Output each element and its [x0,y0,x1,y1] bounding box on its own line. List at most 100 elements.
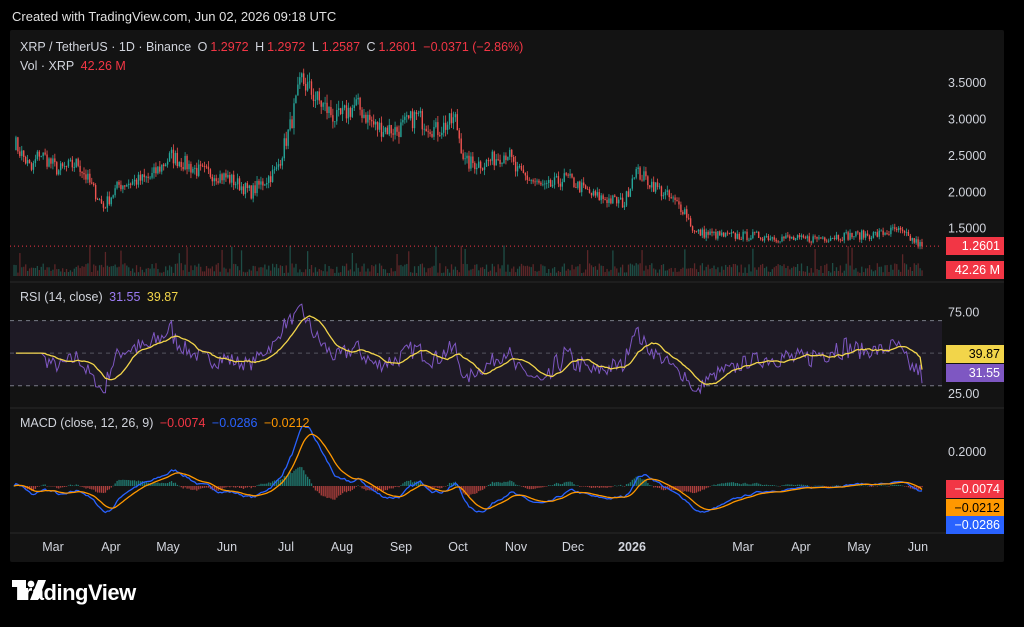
macd-hist-bar-383 [758,483,760,486]
macd-hist-bar-407 [804,485,807,486]
macd-hist-bar-150 [305,474,307,486]
volume-bar-158 [320,270,322,276]
volume-bar-56 [122,264,124,276]
macd-hist-bar-34 [79,486,81,487]
volume-bar-338 [670,267,672,276]
candle-body-455 [897,227,900,231]
volume-bar-243 [485,264,488,276]
macd-hist-bar-31 [73,485,75,487]
candle-body-297 [590,192,593,196]
volume-bar-144 [293,267,295,276]
macd-hist-bar-246 [491,481,494,486]
volume-bar-320 [635,263,637,276]
rsi-ma-line [15,315,923,385]
macd-hist-bar-233 [466,486,468,495]
macd-hist-bar-199 [400,485,402,486]
candle-body-362 [717,231,719,239]
macd-hist-bar-271 [540,486,542,488]
candle-body-128 [262,181,264,186]
volume-bar-297 [590,265,593,276]
volume-bar-162 [328,265,330,276]
candle-body-318 [631,178,633,189]
macd-hist-bar-409 [808,485,810,487]
candle-body-391 [773,237,775,240]
candle-body-38 [87,173,89,180]
candle-body-51 [112,195,114,198]
macd-hist-bar-252 [503,481,505,486]
candle-body-407 [804,237,807,239]
volume-bar-157 [318,268,320,276]
candle-body-34 [79,165,81,172]
macd-hist-bar-42 [95,486,97,492]
macd-label[interactable]: MACD (close, 12, 26, 9) [20,416,154,430]
candle-body-191 [384,127,387,132]
macd-hist-bar-314 [623,486,626,487]
candle-body-229 [458,130,460,139]
macd-hist-bar-396 [783,485,785,486]
macd-hist-bar-33 [77,484,79,486]
macd-hist-bar-131 [268,482,270,486]
candle-body-145 [295,95,297,104]
volume-bar-18 [48,267,50,276]
candle-body-431 [851,233,853,238]
volume-bar-247 [493,266,495,276]
macd-hist-bar-186 [375,486,377,491]
candle-body-376 [744,231,746,233]
volume-bar-201 [404,264,406,276]
volume-bar-407 [804,271,807,276]
candle-body-155 [314,99,317,101]
chart-canvas[interactable]: 3.50003.00002.50002.00001.500075.0050.00… [10,30,1004,562]
candle-body-360 [713,231,715,233]
macd-hist-bar-58 [126,479,128,486]
candle-body-48 [106,196,109,208]
volume-bar-154 [312,272,315,276]
volume-bar-221 [443,272,445,276]
symbol-label[interactable]: XRP / TetherUS · 1D · Binance [20,40,192,54]
candle-body-192 [386,127,389,135]
volume-bar-465 [917,263,919,276]
candle-body-77 [163,164,165,167]
macd-hist-bar-74 [157,482,159,486]
volume-bar-342 [678,271,680,276]
candle-body-2 [17,137,19,152]
candle-body-113 [233,174,235,186]
candle-body-363 [719,231,721,236]
macd-hist-bar-108 [223,486,225,488]
volume-bar-96 [200,266,202,276]
candle-body-91 [190,163,192,173]
candle-body-86 [180,161,182,167]
macd-hist-bar-368 [728,482,731,486]
macd-hist-bar-451 [890,485,892,486]
candle-body-114 [234,184,237,186]
candle-body-37 [85,174,87,180]
candle-body-433 [855,231,857,237]
macd-hist-bar-95 [198,486,200,490]
volume-bar-363 [719,272,721,276]
macd-hist-bar-310 [616,485,618,487]
chart-area[interactable]: 3.50003.00002.50002.00001.500075.0050.00… [10,30,1004,562]
volume-bar-112 [231,246,233,276]
candle-body-203 [407,115,410,119]
candle-body-35 [81,171,83,173]
volume-bar-239 [478,270,480,276]
candle-body-415 [820,237,822,239]
candle-body-342 [678,201,680,205]
volume-label[interactable]: Vol · XRP [20,59,75,73]
candle-body-18 [48,158,50,167]
macd-hist-bar-56 [122,479,124,486]
candle-body-190 [382,131,385,137]
rsi-label[interactable]: RSI (14, close) [20,290,103,304]
macd-hist-bar-395 [781,485,783,486]
candle-body-426 [841,239,843,241]
candle-body-58 [126,185,128,187]
macd-hist-bar-363 [719,483,721,486]
rsi-ma-badge: 39.87 [946,345,1004,363]
macd-hist-bar-386 [763,484,766,486]
macd-hist-bar-265 [528,486,530,490]
macd-hist-bar-452 [892,484,894,486]
macd-hist-bar-337 [668,486,670,490]
volume-bar-32 [75,266,77,276]
macd-hist-bar-190 [382,486,385,492]
macd-hist-bar-445 [878,485,880,486]
macd-hist-bar-318 [631,479,633,486]
